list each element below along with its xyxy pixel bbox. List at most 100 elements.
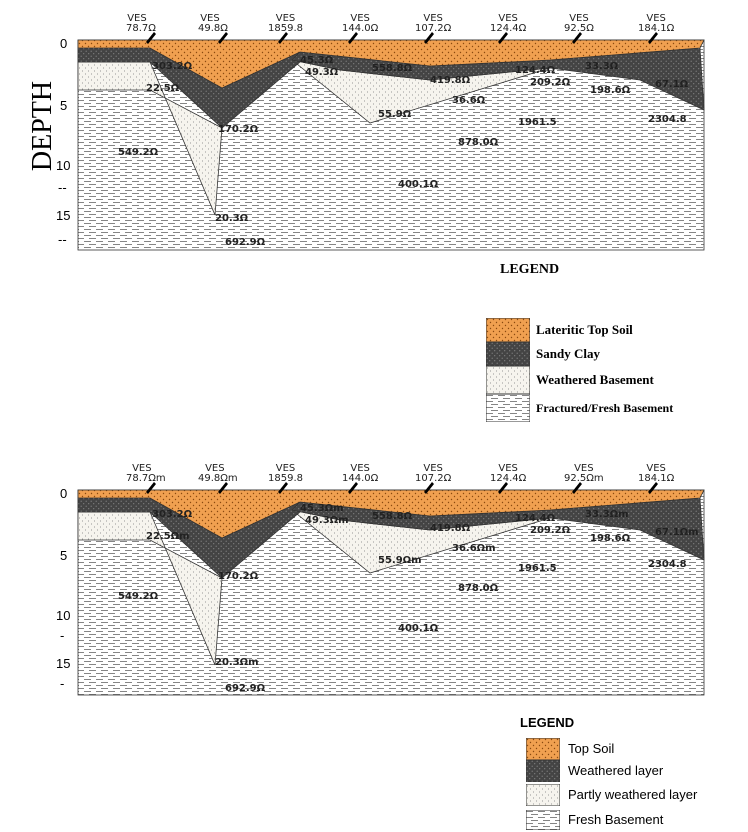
legend-swatch-topsoil <box>486 318 530 342</box>
label-124: 124.4Ω <box>515 65 556 76</box>
ves-header-8: VES 184.1Ω <box>638 13 675 34</box>
label2-67: 67.1Ωm <box>655 527 699 538</box>
ves-marker-1-6 <box>498 32 508 44</box>
ves-marker-1-4 <box>348 32 358 44</box>
depth-tick-5: 5 <box>60 98 68 113</box>
label2-170: 170.2Ω <box>218 571 259 582</box>
ves-marker-2-4 <box>348 482 358 494</box>
ves-marker-2-3 <box>278 482 288 494</box>
label2-36: 36.6Ωm <box>452 543 496 554</box>
legend-title-2: LEGEND <box>520 715 575 730</box>
label-878: 878.0Ω <box>458 137 499 148</box>
legend-item-weathered-1: Weathered Basement <box>486 366 654 394</box>
ves2-header-4: VES 144.0Ω <box>342 463 379 484</box>
top-soil-2 <box>77 489 705 539</box>
depth2-tick-5: 5 <box>60 548 68 563</box>
label-1961: 1961.5 <box>518 117 557 128</box>
label2-558: 558.8Ω <box>372 511 413 522</box>
legend-item-topsoil-2: Top Soil <box>526 738 614 760</box>
legend-swatch-weathered <box>486 366 530 394</box>
label2-22: 22.5Ωm <box>146 531 190 542</box>
ves-marker-1-7 <box>572 32 582 44</box>
ves-header-7: VES 92.5Ω <box>564 13 594 34</box>
ves2-header-8: VES 184.1Ω <box>638 463 675 484</box>
label2-45: 45.3Ωm <box>300 503 344 514</box>
ves-header-4: VES 144.0Ω <box>342 13 379 34</box>
legend2-swatch-partly-weathered <box>526 784 560 806</box>
label-45: 45.3Ω <box>300 55 334 66</box>
depth-tick-0: 0 <box>60 36 68 51</box>
label2-49: 49.3Ωm <box>305 515 349 526</box>
label2-692: 692.9Ω <box>225 683 266 694</box>
label-419: 419.8Ω <box>430 75 471 86</box>
label2-878: 878.0Ω <box>458 583 499 594</box>
ves2-header-3: VES 1859.8 <box>268 463 303 484</box>
legend-item-topsoil-1: Lateritic Top Soil <box>486 318 633 342</box>
label2-198: 198.6Ω <box>590 533 631 544</box>
ves-header-2: VES 49.8Ω <box>198 13 228 34</box>
legend-item-clay-1: Sandy Clay <box>486 342 600 366</box>
label-558: 558.8Ω <box>372 63 413 74</box>
ves-marker-2-2 <box>218 482 228 494</box>
label-400: 400.1Ω <box>398 179 439 190</box>
label2-124: 124.4Ω <box>515 513 556 524</box>
ves-marker-1-2 <box>218 32 228 44</box>
ves-marker-1-8 <box>648 32 658 44</box>
ves-header-5: VES 107.2Ω <box>415 13 452 34</box>
label2-419: 419.8Ω <box>430 523 471 534</box>
depth-tick-10: 10 <box>56 158 71 173</box>
label2-400: 400.1Ω <box>398 623 439 634</box>
label-22: 22.5Ω <box>146 83 180 94</box>
label2-33: 33.3Ωm <box>585 509 629 520</box>
legend2-swatch-fresh <box>526 810 560 830</box>
ves2-header-1: VES 78.7Ωm <box>126 463 166 484</box>
label-692: 692.9Ω <box>225 237 266 248</box>
ves-marker-1-5 <box>424 32 434 44</box>
legend-item-fresh-1: Fractured/Fresh Basement <box>486 394 673 422</box>
label2-1961: 1961.5 <box>518 563 557 574</box>
label-303: 303.2Ω <box>152 61 193 72</box>
ves-marker-2-1 <box>146 482 156 494</box>
geoelectric-section-2 <box>77 489 705 696</box>
label2-20: 20.3Ωm <box>215 657 259 668</box>
ves-marker-2-7 <box>572 482 582 494</box>
ves-header-1: VES 78.7Ω <box>126 13 156 34</box>
ves-header-6: VES 124.4Ω <box>490 13 527 34</box>
ves-marker-2-6 <box>498 482 508 494</box>
depth-tick-15: 15 <box>56 208 71 223</box>
label-67: 67.1Ω <box>655 79 689 90</box>
label2-55: 55.9Ωm <box>378 555 422 566</box>
ves-marker-2-5 <box>424 482 434 494</box>
label-2304: 2304.8 <box>648 114 687 125</box>
legend-swatch-fresh <box>486 394 530 422</box>
label2-2304: 2304.8 <box>648 559 687 570</box>
ves2-header-6: VES 124.4Ω <box>490 463 527 484</box>
label-198: 198.6Ω <box>590 85 631 96</box>
label-20: 20.3Ω <box>215 213 249 224</box>
legend-item-fresh-2: Fresh Basement <box>526 810 663 830</box>
legend-swatch-clay <box>486 342 530 366</box>
depth2-tick-15: 15 <box>56 656 71 671</box>
label2-303: 303.2Ω <box>152 509 193 520</box>
ves2-header-2: VES 49.8Ωm <box>198 463 238 484</box>
ves-marker-2-8 <box>648 482 658 494</box>
legend2-swatch-weathered-layer <box>526 760 560 782</box>
label2-549: 549.2Ω <box>118 591 159 602</box>
ves2-header-5: VES 107.2Ω <box>415 463 452 484</box>
label-549: 549.2Ω <box>118 147 159 158</box>
lateritic-top-soil <box>77 39 705 89</box>
label-209: 209.2Ω <box>530 77 571 88</box>
label-49: 49.3Ω <box>305 67 339 78</box>
legend2-swatch-topsoil <box>526 738 560 760</box>
geoelectric-section-1 <box>77 39 705 251</box>
legend-item-weathered-layer-2: Weathered layer <box>526 760 663 782</box>
label2-209: 209.2Ω <box>530 525 571 536</box>
label-36: 36.6Ω <box>452 95 486 106</box>
ves-marker-1-1 <box>146 32 156 44</box>
depth2-tick-dash-1: - <box>60 628 65 643</box>
ves2-header-7: VES 92.5Ωm <box>564 463 604 484</box>
legend-title-1: LEGEND <box>500 262 560 277</box>
label-33: 33.3Ω <box>585 61 619 72</box>
ves-header-3: VES 1859.8 <box>268 13 303 34</box>
